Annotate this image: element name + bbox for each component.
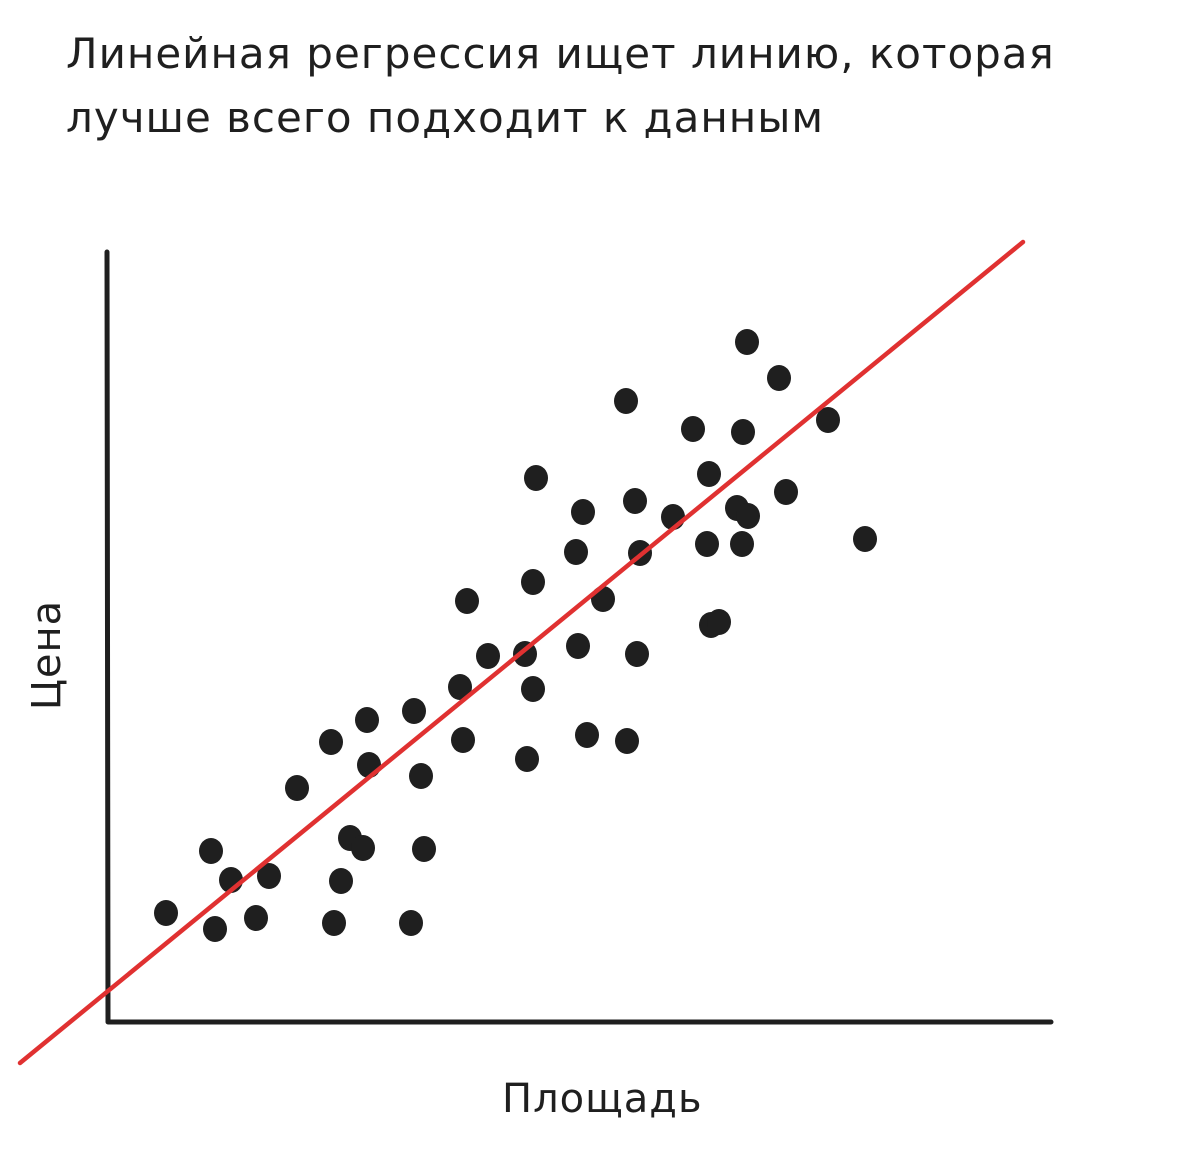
data-point: [614, 388, 638, 414]
regression-line: [17, 239, 1026, 1066]
data-point: [355, 707, 379, 733]
data-point: [448, 674, 472, 700]
data-point: [735, 329, 759, 355]
data-point: [731, 419, 755, 445]
data-point: [402, 698, 426, 724]
data-point: [329, 868, 353, 894]
data-point: [566, 633, 590, 659]
data-point: [774, 479, 798, 505]
data-point: [357, 752, 381, 778]
data-point: [521, 569, 545, 595]
data-point: [154, 900, 178, 926]
data-point: [412, 836, 436, 862]
x-axis-label: Площадь: [502, 1076, 703, 1122]
chart-title: Линейная регрессия ищет линию, которая л…: [66, 22, 1186, 150]
data-point: [322, 910, 346, 936]
data-point: [681, 416, 705, 442]
plot-axes: [104, 249, 1054, 1025]
data-point: [524, 465, 548, 491]
data-point: [625, 641, 649, 667]
data-point: [285, 775, 309, 801]
data-point: [319, 729, 343, 755]
data-point: [697, 461, 721, 487]
data-point: [521, 676, 545, 702]
chart-title-line-2: лучше всего подходит к данным: [66, 93, 825, 142]
data-point: [730, 531, 754, 557]
data-point: [257, 863, 281, 889]
data-point: [455, 588, 479, 614]
data-point: [244, 905, 268, 931]
data-point: [575, 722, 599, 748]
data-point: [409, 763, 433, 789]
y-axis-label: Цена: [24, 599, 70, 711]
data-point: [623, 488, 647, 514]
data-point: [695, 531, 719, 557]
data-point: [707, 609, 731, 635]
data-point: [451, 727, 475, 753]
data-point: [351, 835, 375, 861]
chart-title-line-1: Линейная регрессия ищет линию, которая: [66, 29, 1055, 78]
data-point: [399, 910, 423, 936]
data-point: [564, 539, 588, 565]
data-point: [476, 643, 500, 669]
axis-lines: [104, 249, 1054, 1025]
data-point: [615, 728, 639, 754]
data-point: [736, 503, 760, 529]
data-point: [203, 916, 227, 942]
data-point: [853, 526, 877, 552]
data-point: [767, 365, 791, 391]
data-points: [154, 329, 877, 942]
data-point: [515, 746, 539, 772]
data-point: [816, 407, 840, 433]
data-point: [571, 499, 595, 525]
data-point: [199, 838, 223, 864]
